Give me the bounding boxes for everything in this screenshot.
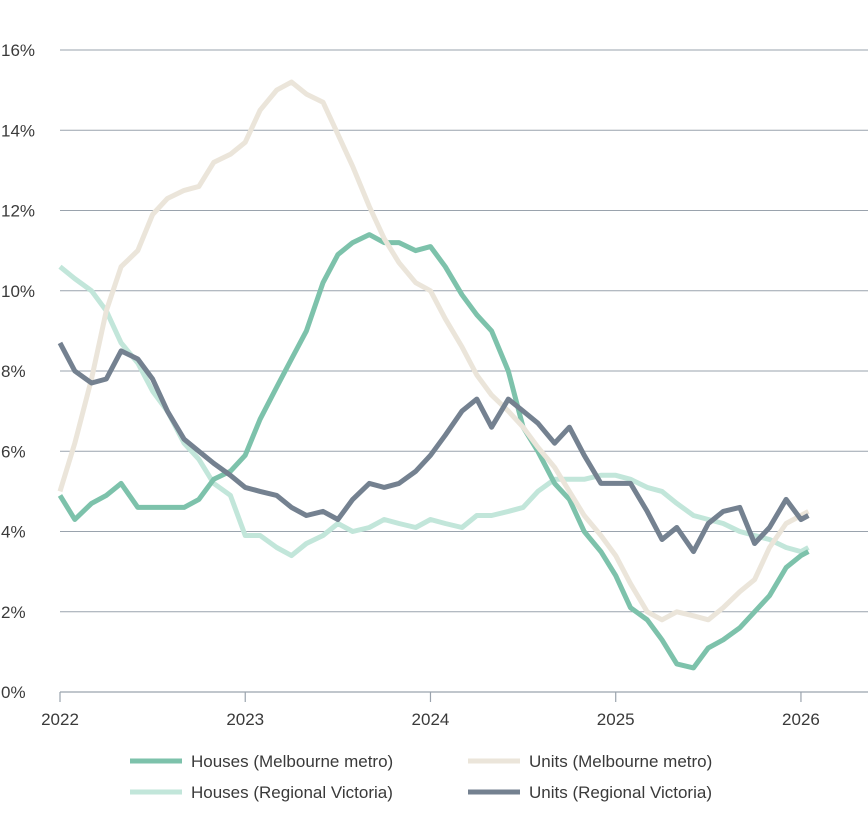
legend-label-units-regional-victoria: Units (Regional Victoria) <box>529 783 712 802</box>
legend-label-houses-melbourne-metro: Houses (Melbourne metro) <box>191 752 393 771</box>
x-tick-label: 2022 <box>41 710 79 729</box>
legend-label-houses-regional-victoria: Houses (Regional Victoria) <box>191 783 393 802</box>
y-axis-labels: 0% 2% 4% 6% 8% 10% 12% 14% 16% <box>1 41 35 702</box>
x-axis-labels: 2022 2023 2024 2025 2026 <box>41 710 820 729</box>
y-tick-label: 8% <box>1 362 26 381</box>
x-tick-label: 2023 <box>226 710 264 729</box>
legend: Houses (Melbourne metro) Units (Melbourne… <box>130 752 712 802</box>
y-tick-label: 2% <box>1 603 26 622</box>
series-lines <box>57 79 810 671</box>
series-line-houses-melbourne-metro <box>57 232 810 671</box>
y-tick-label: 4% <box>1 523 26 542</box>
y-tick-label: 6% <box>1 442 26 461</box>
y-tick-label: 14% <box>1 121 35 140</box>
y-tick-label: 10% <box>1 282 35 301</box>
x-tick-label: 2025 <box>597 710 635 729</box>
legend-label-units-melbourne-metro: Units (Melbourne metro) <box>529 752 712 771</box>
x-axis <box>59 691 868 702</box>
series-line-units-regional-victoria <box>57 341 810 555</box>
x-tick-label: 2026 <box>782 710 820 729</box>
y-tick-label: 12% <box>1 202 35 221</box>
series-line-units-melbourne-metro <box>57 79 810 623</box>
x-tick-label: 2024 <box>412 710 450 729</box>
series-line-houses-regional-victoria <box>58 264 810 559</box>
y-tick-label: 16% <box>1 41 35 60</box>
y-tick-label: 0% <box>1 683 26 702</box>
